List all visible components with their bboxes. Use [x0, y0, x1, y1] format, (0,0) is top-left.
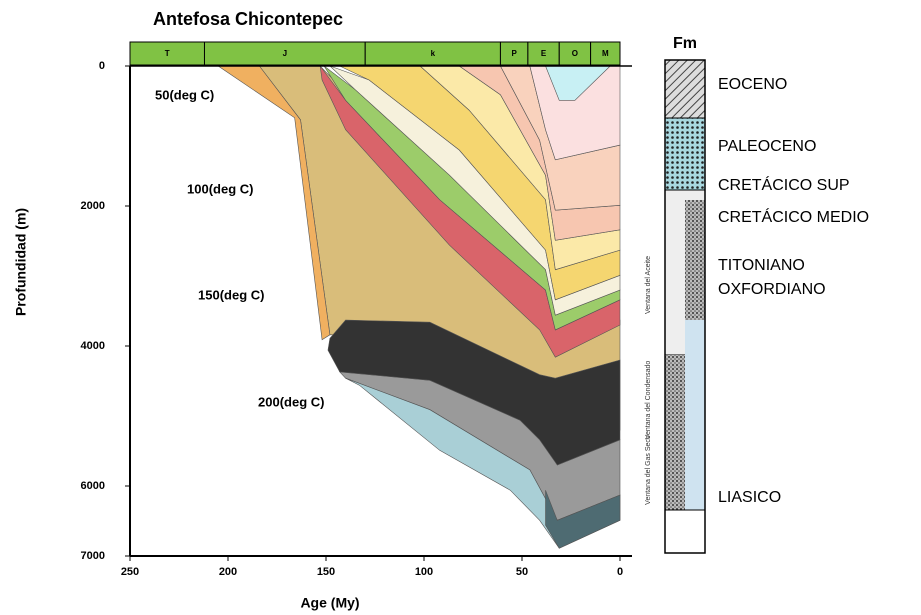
isotherm-label: 150(deg C) [198, 287, 264, 302]
window-label: Ventana del Condensado [645, 361, 652, 440]
x-axis-label: Age (My) [300, 595, 359, 611]
window-label: Ventana del Aceite [645, 256, 652, 314]
period-label: k [431, 49, 436, 58]
period-label: T [165, 49, 170, 58]
column-segment [665, 60, 705, 118]
period-label: E [541, 49, 547, 58]
isotherm-label: 50(deg C) [155, 87, 214, 102]
period-label: J [283, 49, 287, 58]
x-tick-label: 150 [317, 566, 335, 578]
y-tick-label: 6000 [81, 480, 105, 492]
period-label: O [572, 49, 578, 58]
formation-label: PALEOCENO [718, 138, 816, 155]
formation-column [665, 60, 705, 553]
period-label: P [511, 49, 517, 58]
period-label: M [602, 49, 609, 58]
column-segment [685, 200, 705, 320]
formation-label: TITONIANO [718, 257, 805, 274]
x-tick-label: 0 [617, 566, 623, 578]
x-tick-label: 100 [415, 566, 433, 578]
formation-label: CRETÁCICO MEDIO [718, 207, 869, 226]
column-segment [665, 118, 705, 190]
window-label: Ventana del Gas Seco [645, 435, 652, 505]
chart: Antefosa Chicontepec Age (My) Profundida… [0, 0, 921, 615]
chart-title: Antefosa Chicontepec [153, 9, 343, 29]
x-tick-label: 200 [219, 566, 237, 578]
y-axis-label: Profundidad (m) [13, 208, 29, 316]
y-tick-label: 4000 [81, 340, 105, 352]
formation-label: LIASICO [718, 489, 781, 506]
formation-label: OXFORDIANO [718, 281, 826, 298]
column-segment [665, 510, 705, 553]
formation-label: CRETÁCICO SUP [718, 175, 850, 194]
formation-label: EOCENO [718, 76, 787, 93]
y-tick-label: 7000 [81, 550, 105, 562]
layers [218, 66, 620, 548]
y-tick-label: 0 [99, 60, 105, 72]
column-segment [685, 320, 705, 510]
column-segment [665, 355, 685, 510]
column-label: Fm [673, 35, 697, 52]
x-tick-label: 250 [121, 566, 139, 578]
y-tick-label: 2000 [81, 200, 105, 212]
x-tick-label: 50 [516, 566, 528, 578]
isotherm-label: 100(deg C) [187, 181, 253, 196]
isotherm-label: 200(deg C) [258, 394, 324, 409]
